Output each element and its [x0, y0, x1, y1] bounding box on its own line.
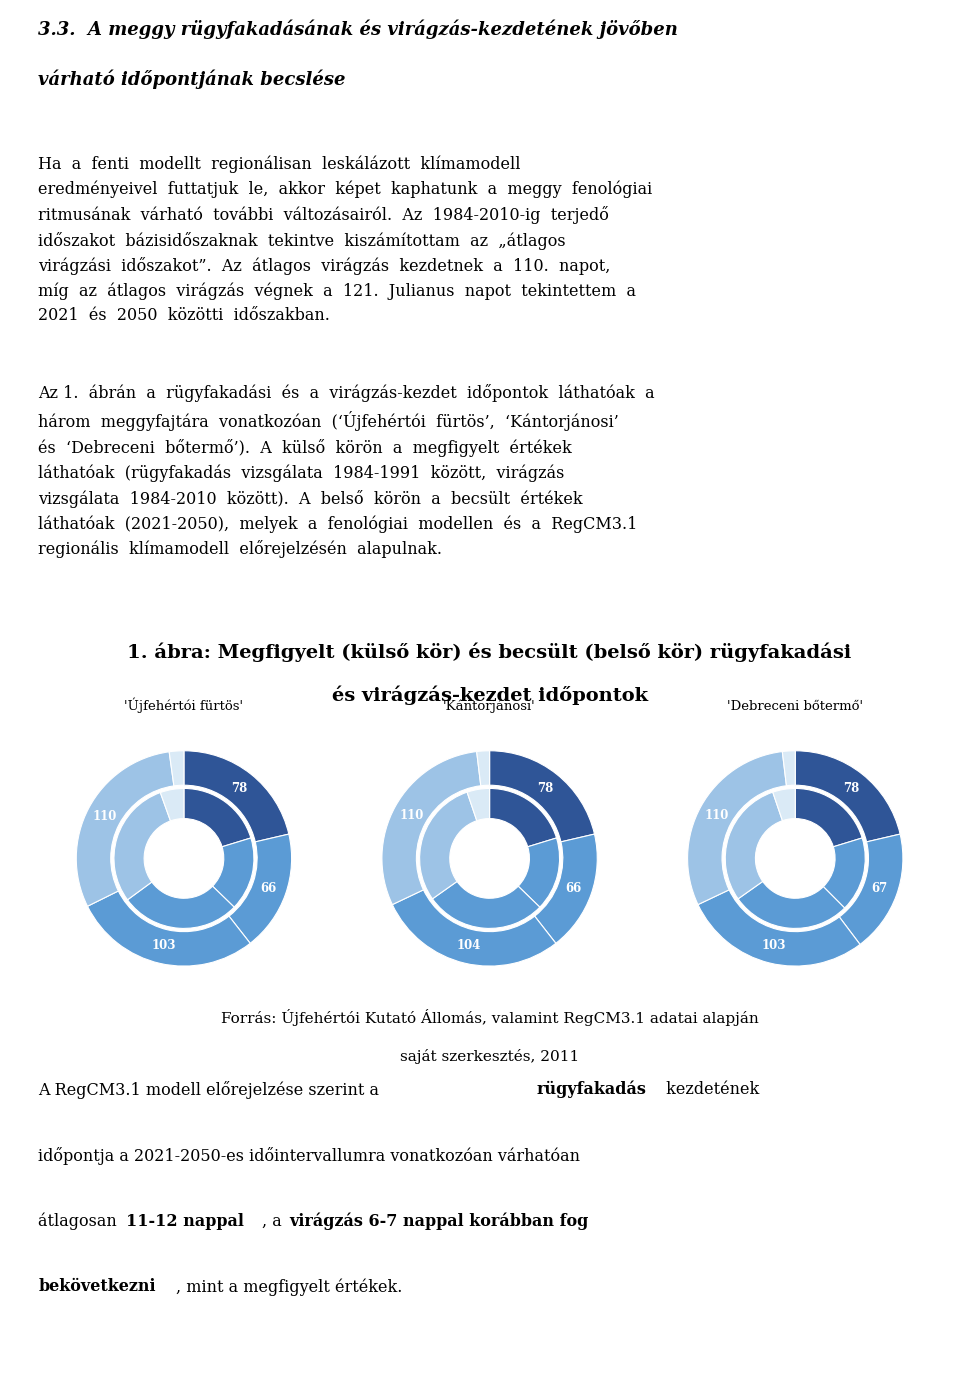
- Text: virágzás 6-7 nappal korábban fog: virágzás 6-7 nappal korábban fog: [289, 1212, 588, 1230]
- Text: 103: 103: [761, 939, 786, 952]
- Title: 'Debreceni bőtermő': 'Debreceni bőtermő': [727, 701, 863, 713]
- Text: 1. ábra: Megfigyelt (külső kör) és becsült (belső kör) rügyfakadási: 1. ábra: Megfigyelt (külső kör) és becsü…: [128, 643, 852, 662]
- Text: 110: 110: [399, 809, 423, 822]
- Text: bekövetkezni: bekövetkezni: [38, 1278, 156, 1295]
- Wedge shape: [212, 838, 254, 907]
- Wedge shape: [393, 889, 556, 967]
- Text: időpontja a 2021-2050-es időintervallumra vonatkozóan várhatóan: időpontja a 2021-2050-es időintervallumr…: [38, 1147, 581, 1165]
- Text: átlagosan: átlagosan: [38, 1212, 122, 1230]
- Wedge shape: [687, 752, 786, 905]
- Wedge shape: [160, 789, 184, 821]
- Wedge shape: [698, 889, 860, 967]
- Text: 104: 104: [457, 939, 481, 952]
- Wedge shape: [795, 750, 900, 841]
- Text: 78: 78: [231, 782, 248, 794]
- Text: , a: , a: [262, 1212, 287, 1230]
- Text: 78: 78: [537, 782, 553, 794]
- Text: 78: 78: [843, 782, 859, 794]
- Text: Az 1.  ábrán  a  rügyfakadási  és  a  virágzás-kezdet  időpontok  láthatóak  a
h: Az 1. ábrán a rügyfakadási és a virágzás…: [38, 385, 655, 558]
- Wedge shape: [490, 789, 557, 847]
- Text: rügyfakadás: rügyfakadás: [537, 1081, 646, 1099]
- Text: kezdetének: kezdetének: [661, 1081, 759, 1098]
- Text: , mint a megfigyelt értékek.: , mint a megfigyelt értékek.: [176, 1278, 402, 1296]
- Wedge shape: [184, 750, 289, 841]
- Wedge shape: [518, 838, 560, 907]
- Wedge shape: [169, 750, 184, 786]
- Title: 'Kántorjánosi': 'Kántorjánosi': [444, 699, 536, 713]
- Wedge shape: [738, 881, 845, 928]
- Wedge shape: [128, 883, 234, 928]
- Circle shape: [146, 821, 222, 896]
- Text: Forrás: Újfehértói Kutató Állomás, valamint RegCM3.1 adatai alapján: Forrás: Újfehértói Kutató Állomás, valam…: [221, 1008, 758, 1026]
- Text: 103: 103: [152, 939, 177, 952]
- Wedge shape: [725, 792, 782, 899]
- Wedge shape: [824, 838, 865, 907]
- Text: saját szerkesztés, 2011: saját szerkesztés, 2011: [400, 1049, 579, 1065]
- Text: 110: 110: [93, 809, 117, 823]
- Wedge shape: [87, 891, 251, 967]
- Wedge shape: [420, 792, 477, 899]
- Wedge shape: [477, 750, 490, 786]
- Wedge shape: [795, 789, 862, 847]
- Wedge shape: [535, 834, 597, 943]
- Text: 3.3.  A meggy rügyfakadásának és virágzás-kezdetének jövőben: 3.3. A meggy rügyfakadásának és virágzás…: [38, 19, 679, 40]
- Wedge shape: [468, 789, 490, 821]
- Text: A RegCM3.1 modell előrejelzése szerint a: A RegCM3.1 modell előrejelzése szerint a: [38, 1081, 385, 1099]
- Text: 66: 66: [260, 881, 276, 895]
- Title: 'Újfehértói fürtös': 'Újfehértói fürtös': [125, 698, 244, 713]
- Text: 67: 67: [871, 883, 887, 895]
- Wedge shape: [773, 789, 795, 821]
- Wedge shape: [782, 750, 795, 786]
- Text: várható időpontjának becslése: várható időpontjának becslése: [38, 69, 346, 88]
- Text: Ha  a  fenti  modellt  regionálisan  leskálázott  klímamodell
eredményeivel  fut: Ha a fenti modellt regionálisan leskáláz…: [38, 156, 653, 324]
- Wedge shape: [839, 834, 903, 945]
- Wedge shape: [382, 752, 481, 905]
- Text: 66: 66: [565, 881, 582, 895]
- Wedge shape: [229, 834, 292, 943]
- Wedge shape: [490, 750, 594, 841]
- Text: és virágzás-kezdet időpontok: és virágzás-kezdet időpontok: [331, 685, 648, 705]
- Wedge shape: [184, 789, 251, 847]
- Circle shape: [452, 821, 527, 896]
- Wedge shape: [76, 752, 174, 906]
- Text: 110: 110: [705, 809, 730, 822]
- Wedge shape: [114, 793, 171, 900]
- Circle shape: [757, 821, 833, 896]
- Wedge shape: [432, 881, 540, 928]
- Text: 11-12 nappal: 11-12 nappal: [126, 1212, 244, 1230]
